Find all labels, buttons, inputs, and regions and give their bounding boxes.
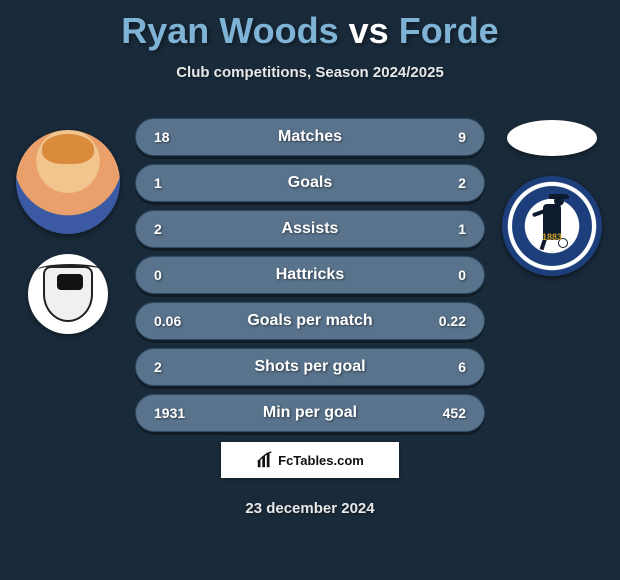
stat-value-left: 2: [154, 359, 162, 375]
stat-value-right: 9: [458, 129, 466, 145]
player1-club-crest: [28, 254, 108, 334]
stat-label: Shots per goal: [136, 358, 484, 376]
stat-row-shots-per-goal: 2 Shots per goal 6: [135, 348, 485, 386]
stat-label: Hattricks: [136, 266, 484, 284]
vs-text: vs: [349, 10, 389, 51]
branding-logo: FcTables.com: [256, 451, 364, 469]
stat-label: Assists: [136, 220, 484, 238]
snapshot-date: 23 december 2024: [0, 500, 620, 517]
stat-row-min-per-goal: 1931 Min per goal 452: [135, 394, 485, 432]
stat-value-right: 2: [458, 175, 466, 191]
crest-year: 1883: [502, 232, 602, 242]
stat-value-left: 18: [154, 129, 170, 145]
left-column: [8, 130, 128, 334]
stat-value-left: 0: [154, 267, 162, 283]
stats-panel: 18 Matches 9 1 Goals 2 2 Assists 1 0 Hat…: [135, 118, 485, 432]
stat-value-right: 0.22: [439, 313, 466, 329]
player2-avatar-placeholder: [507, 120, 597, 156]
comparison-title: Ryan Woods vs Forde: [0, 0, 620, 52]
stat-row-hattricks: 0 Hattricks 0: [135, 256, 485, 294]
shield-icon: [43, 266, 93, 322]
player1-name: Ryan Woods: [121, 10, 338, 51]
player2-name: Forde: [399, 10, 499, 51]
branding-text: FcTables.com: [278, 453, 364, 468]
stat-row-matches: 18 Matches 9: [135, 118, 485, 156]
stat-value-right: 0: [458, 267, 466, 283]
season-subtitle: Club competitions, Season 2024/2025: [0, 64, 620, 81]
stat-value-right: 6: [458, 359, 466, 375]
player2-club-crest: 1883: [502, 176, 602, 276]
stat-value-left: 0.06: [154, 313, 181, 329]
stat-value-left: 1: [154, 175, 162, 191]
stat-value-left: 2: [154, 221, 162, 237]
stat-row-goals-per-match: 0.06 Goals per match 0.22: [135, 302, 485, 340]
stat-label: Min per goal: [136, 404, 484, 422]
stat-value-right: 1: [458, 221, 466, 237]
right-column: 1883: [492, 120, 612, 276]
player1-avatar: [16, 130, 120, 234]
stat-value-right: 452: [443, 405, 466, 421]
stat-label: Goals: [136, 174, 484, 192]
chart-icon: [256, 451, 274, 469]
branding-badge: FcTables.com: [221, 442, 399, 478]
stat-value-left: 1931: [154, 405, 185, 421]
stat-label: Matches: [136, 128, 484, 146]
stat-row-assists: 2 Assists 1: [135, 210, 485, 248]
stat-row-goals: 1 Goals 2: [135, 164, 485, 202]
stat-label: Goals per match: [136, 312, 484, 330]
